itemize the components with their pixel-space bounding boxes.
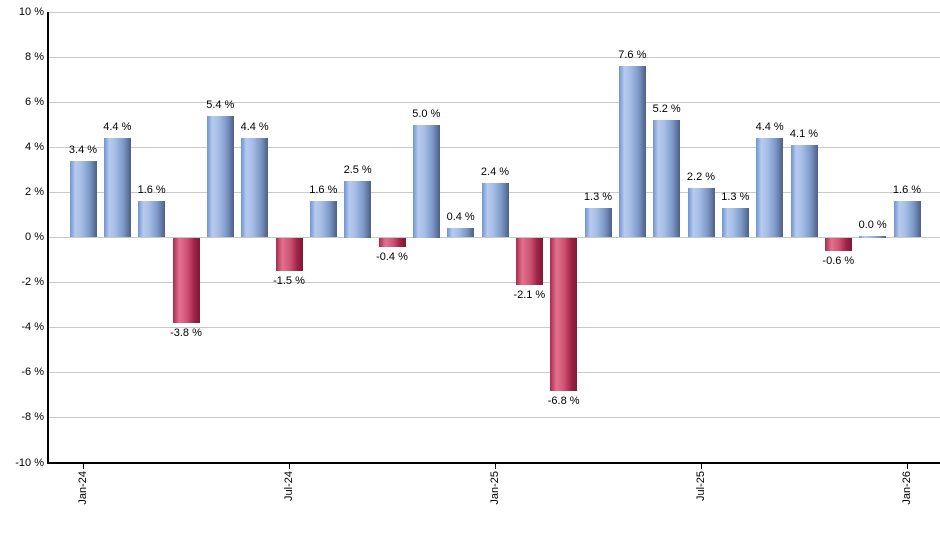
bar — [550, 237, 578, 391]
gridline — [48, 56, 940, 58]
bar-value-label: 5.4 % — [206, 98, 235, 111]
x-axis — [47, 462, 940, 464]
gridline — [48, 237, 940, 238]
y-axis-label: 4 % — [25, 140, 44, 153]
bar — [790, 145, 818, 238]
y-axis-label: -8 % — [21, 411, 44, 424]
x-axis-tick — [289, 463, 290, 469]
x-axis-label: Jan-24 — [77, 471, 89, 505]
bar-value-label: 1.3 % — [583, 191, 613, 204]
bar-value-label: 2.2 % — [686, 170, 716, 183]
bar-value-label: 3.4 % — [68, 143, 98, 156]
gridline — [48, 282, 940, 284]
bar — [138, 201, 166, 238]
bar — [412, 124, 440, 238]
bar-value-label: -6.8 % — [547, 394, 580, 407]
bar — [584, 208, 612, 238]
bar — [206, 115, 234, 238]
bar — [721, 208, 749, 238]
x-axis-tick — [495, 463, 496, 469]
bar — [481, 183, 509, 238]
bar-value-label: 1.6 % — [137, 184, 166, 197]
x-axis-label: Jan-26 — [901, 471, 913, 505]
bar — [275, 237, 303, 272]
bar-value-label: 4.4 % — [103, 121, 132, 134]
gridline — [48, 146, 940, 148]
bar-value-label: 1.3 % — [721, 191, 750, 204]
bar-value-label: -0.4 % — [376, 250, 408, 263]
y-axis-label: 2 % — [25, 185, 44, 198]
bar — [69, 160, 97, 238]
x-axis-label: Jul-24 — [283, 471, 295, 501]
x-axis-label: Jan-25 — [489, 471, 501, 505]
bar — [309, 201, 337, 238]
bar-value-label: 4.1 % — [789, 128, 819, 141]
y-axis-label: -2 % — [21, 276, 44, 289]
x-axis-tick — [701, 463, 702, 469]
y-axis-label: -6 % — [21, 366, 44, 379]
bar — [515, 237, 543, 285]
bar-value-label: -2.1 % — [513, 288, 546, 301]
bar-value-label: 4.4 % — [240, 121, 269, 134]
gridline — [48, 327, 940, 329]
bar — [378, 237, 406, 247]
y-axis-label: 10 % — [18, 5, 44, 18]
bar — [447, 228, 475, 238]
bar-value-label: 0.0 % — [858, 218, 887, 231]
bar-value-label: 0.4 % — [446, 211, 475, 224]
bar-value-label: -0.6 % — [822, 255, 855, 268]
bar-value-label: 1.6 % — [309, 184, 338, 197]
y-axis-label: 6 % — [25, 95, 44, 108]
bar — [172, 237, 200, 324]
bar-value-label: 4.4 % — [755, 121, 784, 134]
bar-value-label: 7.6 % — [618, 49, 647, 62]
bar — [103, 138, 131, 238]
y-axis-label: -10 % — [15, 456, 44, 469]
bar-value-label: 1.6 % — [892, 184, 922, 197]
x-axis-label: Jul-25 — [695, 471, 707, 501]
bar — [893, 201, 921, 238]
y-axis-label: 0 % — [25, 231, 44, 243]
bar — [618, 66, 646, 238]
bar — [756, 138, 784, 238]
bar-value-label: -1.5 % — [273, 275, 305, 288]
x-axis-tick — [907, 463, 908, 469]
gridline — [48, 372, 940, 374]
bar — [344, 181, 372, 238]
bar-value-label: 2.5 % — [343, 164, 372, 177]
bar-value-label: 5.0 % — [412, 107, 441, 120]
gridline — [48, 417, 940, 419]
x-axis-tick — [83, 463, 84, 469]
y-axis-label: 8 % — [25, 50, 44, 63]
bar — [824, 237, 852, 252]
bar — [687, 187, 715, 238]
bar — [241, 138, 269, 238]
bar-value-label: 2.4 % — [480, 166, 510, 179]
bar-value-label: 5.2 % — [652, 103, 681, 116]
y-axis — [47, 12, 49, 464]
bar-value-label: -3.8 % — [170, 327, 202, 340]
gridline — [48, 11, 940, 13]
bar — [859, 235, 887, 238]
bar — [653, 120, 681, 238]
gridline — [48, 101, 940, 103]
y-axis-label: -4 % — [21, 321, 44, 334]
